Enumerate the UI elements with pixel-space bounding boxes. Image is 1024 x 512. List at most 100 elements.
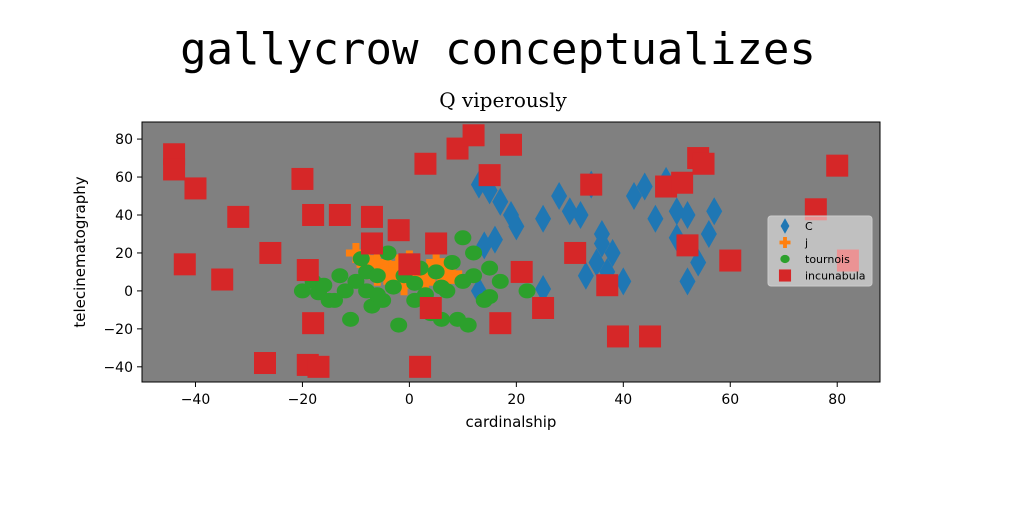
data-point-circle: [481, 260, 499, 276]
data-point-square: [500, 133, 522, 156]
y-axis-label: telecinematography: [71, 176, 89, 327]
chart-subtitle: Q viperously: [439, 88, 567, 112]
y-tick-label: 60: [115, 170, 133, 186]
legend-label: j: [804, 237, 808, 250]
data-point-square: [804, 198, 827, 221]
x-tick-label: 20: [507, 392, 525, 408]
data-point-square: [478, 164, 501, 187]
data-point-diamond: [636, 172, 653, 201]
y-tick-label: 40: [115, 208, 133, 224]
data-point-circle: [293, 283, 311, 299]
data-point-diamond: [706, 197, 723, 226]
data-point-diamond: [668, 197, 685, 226]
data-point-circle: [518, 283, 536, 299]
data-point-square: [719, 249, 742, 272]
data-point-square: [532, 296, 555, 319]
data-point-diamond: [679, 200, 696, 229]
data-point-circle: [342, 311, 360, 327]
data-point-circle: [363, 298, 381, 314]
data-point-square: [671, 171, 694, 194]
data-point-square: [387, 219, 410, 242]
legend-label: tournois: [805, 253, 850, 266]
data-point-square: [302, 312, 325, 335]
plot-frame: [141, 121, 881, 383]
data-point-circle: [347, 273, 365, 289]
y-tick-label: 20: [115, 246, 133, 262]
x-tick-label: 40: [614, 392, 632, 408]
x-tick-label: −20: [288, 392, 318, 408]
data-point-diamond: [486, 225, 503, 254]
data-point-circle: [358, 283, 376, 299]
data-point-diamond: [492, 187, 509, 216]
data-point-circle: [443, 254, 461, 270]
data-point-square: [227, 205, 250, 228]
x-tick-label: −40: [181, 392, 211, 408]
data-point-plus: [436, 267, 457, 288]
y-tick-label: 0: [124, 284, 133, 300]
data-point-diamond: [626, 182, 642, 211]
data-point-square: [184, 177, 207, 200]
data-point-circle: [368, 268, 386, 284]
y-tick-label: −20: [103, 322, 133, 338]
data-point-diamond: [700, 219, 717, 248]
data-point-square: [409, 355, 432, 378]
data-point-square: [291, 167, 314, 190]
x-tick-label: 80: [828, 392, 846, 408]
data-point-circle: [438, 283, 456, 299]
legend-marker-circle: [780, 254, 790, 264]
x-axis-ticks: −40 −20 0 20 40 60 80: [181, 382, 846, 408]
data-point-square: [414, 152, 437, 175]
data-point-circle: [465, 245, 483, 261]
y-axis-ticks: −40 −20 0 20 40 60 80: [103, 132, 142, 376]
data-point-diamond: [647, 204, 664, 233]
data-point-circle: [491, 273, 509, 289]
legend-marker-plus: [779, 237, 791, 248]
data-point-square: [425, 232, 448, 255]
x-tick-label: 0: [405, 392, 414, 408]
data-point-square: [259, 241, 282, 264]
data-point-circle: [459, 317, 477, 333]
data-point-diamond: [577, 261, 594, 290]
data-point-square: [489, 312, 512, 335]
data-point-square: [510, 260, 533, 283]
data-point-plus: [442, 263, 463, 284]
data-point-square: [211, 268, 234, 291]
data-point-diamond: [508, 212, 525, 241]
legend-box: [767, 215, 873, 287]
data-point-plus: [394, 275, 415, 296]
y-tick-label: 80: [115, 132, 133, 148]
data-point-plus: [415, 271, 436, 292]
data-point-square: [564, 241, 587, 264]
data-point-diamond: [679, 267, 696, 296]
data-point-square: [596, 274, 619, 297]
data-point-square: [328, 203, 351, 226]
legend: Cj tournois incunabula: [767, 215, 873, 287]
data-point-square: [419, 296, 442, 319]
data-point-square: [307, 355, 330, 378]
data-point-diamond: [604, 238, 621, 267]
data-point-diamond: [615, 267, 632, 296]
data-point-circle: [336, 283, 354, 299]
legend-label: incunabula: [805, 270, 866, 283]
data-point-diamond: [588, 248, 605, 277]
data-point-square: [163, 158, 186, 181]
data-point-square: [826, 154, 849, 177]
data-point-square: [173, 253, 196, 276]
data-point-circle: [379, 245, 397, 261]
data-point-circle: [427, 264, 445, 280]
data-point-square: [254, 352, 276, 375]
data-point-plus: [378, 258, 398, 279]
data-point-diamond: [561, 197, 578, 226]
data-point-circle: [320, 292, 338, 308]
data-point-square: [302, 203, 325, 226]
data-point-circle: [390, 317, 408, 333]
data-point-diamond: [551, 182, 568, 211]
legend-marker-square: [778, 269, 792, 282]
data-point-plus: [367, 252, 388, 273]
data-point-square: [606, 325, 629, 348]
data-point-square: [296, 259, 319, 282]
data-marks: [163, 124, 859, 378]
data-point-plus: [426, 252, 447, 273]
data-point-circle: [331, 268, 349, 284]
